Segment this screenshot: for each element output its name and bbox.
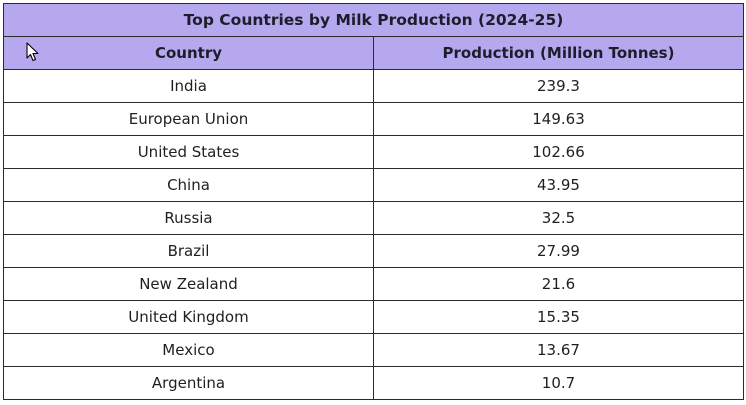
- table-title-row: Top Countries by Milk Production (2024-2…: [3, 3, 744, 37]
- table-header-row: Country Production (Million Tonnes): [3, 36, 744, 70]
- table-row: United Kingdom 15.35: [3, 300, 744, 334]
- country-cell: Russia: [3, 201, 374, 235]
- table-row: India 239.3: [3, 69, 744, 103]
- country-cell: United States: [3, 135, 374, 169]
- country-cell: New Zealand: [3, 267, 374, 301]
- table-row: Argentina 10.7: [3, 366, 744, 400]
- production-cell: 149.63: [373, 102, 744, 136]
- table-row: Mexico 13.67: [3, 333, 744, 367]
- table-row: China 43.95: [3, 168, 744, 202]
- milk-production-table-container: Top Countries by Milk Production (2024-2…: [3, 3, 744, 400]
- production-cell: 102.66: [373, 135, 744, 169]
- table-row: Brazil 27.99: [3, 234, 744, 268]
- country-cell: India: [3, 69, 374, 103]
- country-cell: European Union: [3, 102, 374, 136]
- country-cell: Argentina: [3, 366, 374, 400]
- table-title: Top Countries by Milk Production (2024-2…: [3, 3, 744, 37]
- column-header-production: Production (Million Tonnes): [373, 36, 744, 70]
- table-row: United States 102.66: [3, 135, 744, 169]
- milk-production-table: Top Countries by Milk Production (2024-2…: [3, 3, 744, 400]
- table-row: Russia 32.5: [3, 201, 744, 235]
- country-cell: China: [3, 168, 374, 202]
- country-cell: United Kingdom: [3, 300, 374, 334]
- production-cell: 32.5: [373, 201, 744, 235]
- production-cell: 27.99: [373, 234, 744, 268]
- country-cell: Mexico: [3, 333, 374, 367]
- production-cell: 15.35: [373, 300, 744, 334]
- table-body: India 239.3 European Union 149.63 United…: [3, 69, 744, 400]
- production-cell: 10.7: [373, 366, 744, 400]
- table-row: European Union 149.63: [3, 102, 744, 136]
- production-cell: 13.67: [373, 333, 744, 367]
- country-cell: Brazil: [3, 234, 374, 268]
- column-header-country: Country: [3, 36, 374, 70]
- production-cell: 43.95: [373, 168, 744, 202]
- production-cell: 21.6: [373, 267, 744, 301]
- production-cell: 239.3: [373, 69, 744, 103]
- table-row: New Zealand 21.6: [3, 267, 744, 301]
